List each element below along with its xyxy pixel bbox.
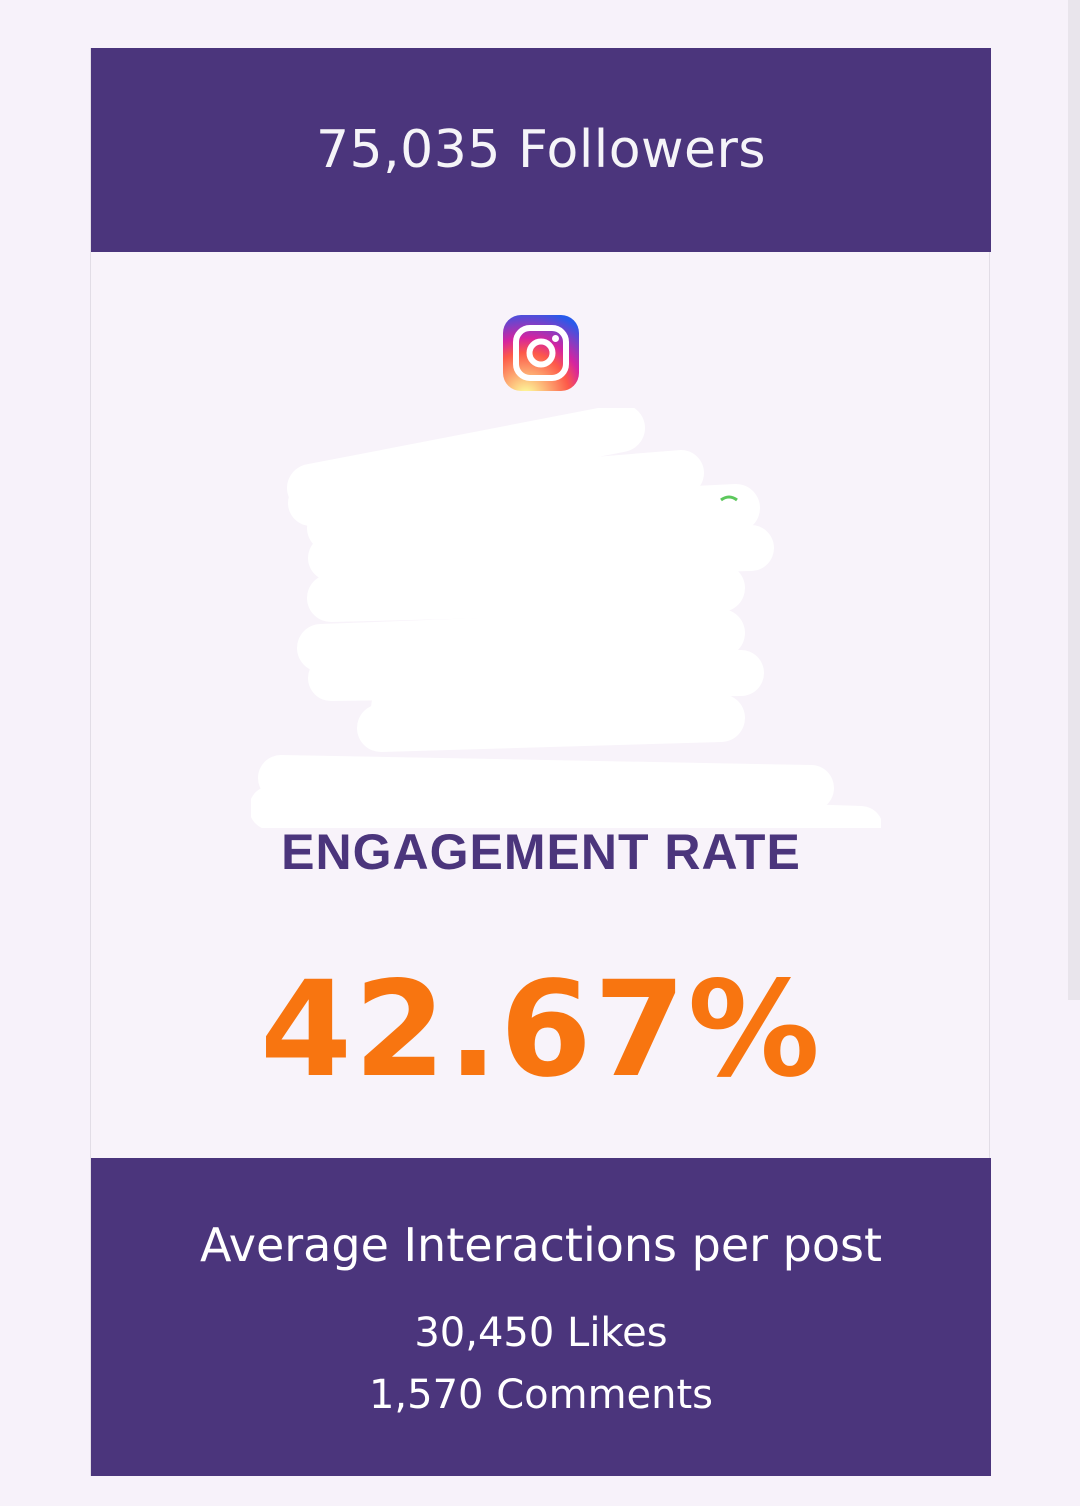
stats-card: 75,035 Followers ENGAGEMENT RATE 42.67% xyxy=(90,48,991,1476)
scrollbar[interactable] xyxy=(1068,0,1080,1000)
engagement-rate-value: 42.67% xyxy=(260,953,822,1107)
comments-count: 1,570 Comments xyxy=(368,1372,714,1418)
followers-count: 75,035 Followers xyxy=(315,120,767,180)
average-interactions-title: Average Interactions per post xyxy=(199,1218,883,1272)
redacted-scribble xyxy=(251,408,881,828)
likes-count: 30,450 Likes xyxy=(414,1310,668,1356)
card-header: 75,035 Followers xyxy=(91,48,991,252)
instagram-icon xyxy=(503,315,579,391)
engagement-rate-label: ENGAGEMENT RATE xyxy=(281,824,801,880)
card-footer: Average Interactions per post 30,450 Lik… xyxy=(91,1158,991,1476)
